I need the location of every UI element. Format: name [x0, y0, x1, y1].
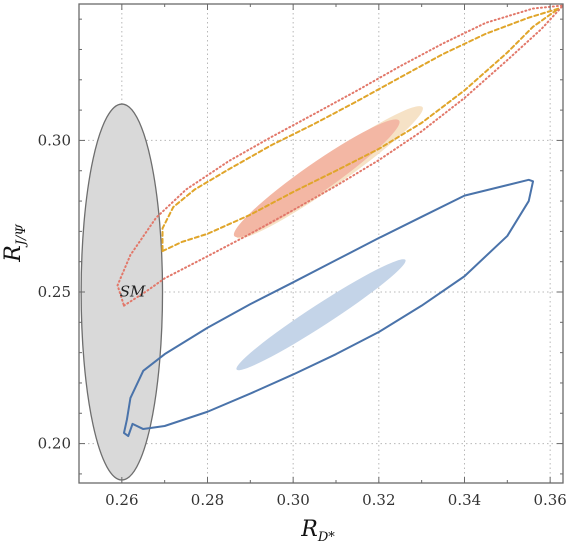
x-tick-label: 0.26 [105, 491, 138, 509]
x-axis-label: RD* [300, 517, 335, 545]
blue-contour [122, 178, 535, 438]
x-tick-label: 0.28 [191, 491, 224, 509]
y-tick-label: 0.30 [38, 131, 71, 149]
x-tick-label: 0.32 [362, 491, 395, 509]
x-tick-label: 0.30 [276, 491, 309, 509]
y-tick-label: 0.20 [38, 435, 71, 453]
plot-frame [78, 3, 564, 484]
y-tick-label: 0.25 [38, 283, 71, 301]
contour-lines [116, 4, 564, 438]
annotations: SM [120, 283, 146, 301]
plot-border [78, 3, 564, 484]
blue-fill-region [236, 259, 406, 371]
red-dotted-contour [116, 4, 564, 307]
axis-labels: RD* RJ/Ψ [1, 224, 335, 545]
orange-dashed-contour [161, 7, 560, 253]
x-tick-label: 0.36 [533, 491, 566, 509]
x-tick-label: 0.34 [448, 491, 481, 509]
tick-marks [78, 4, 563, 483]
filled-regions [80, 103, 423, 481]
tick-labels: 0.26 0.28 0.30 0.32 0.34 0.36 0.20 0.25 0.30 [38, 131, 567, 509]
sm-annotation-label: SM [120, 283, 146, 301]
y-axis-label: RJ/Ψ [1, 224, 29, 263]
pink-fill-region [233, 119, 400, 238]
